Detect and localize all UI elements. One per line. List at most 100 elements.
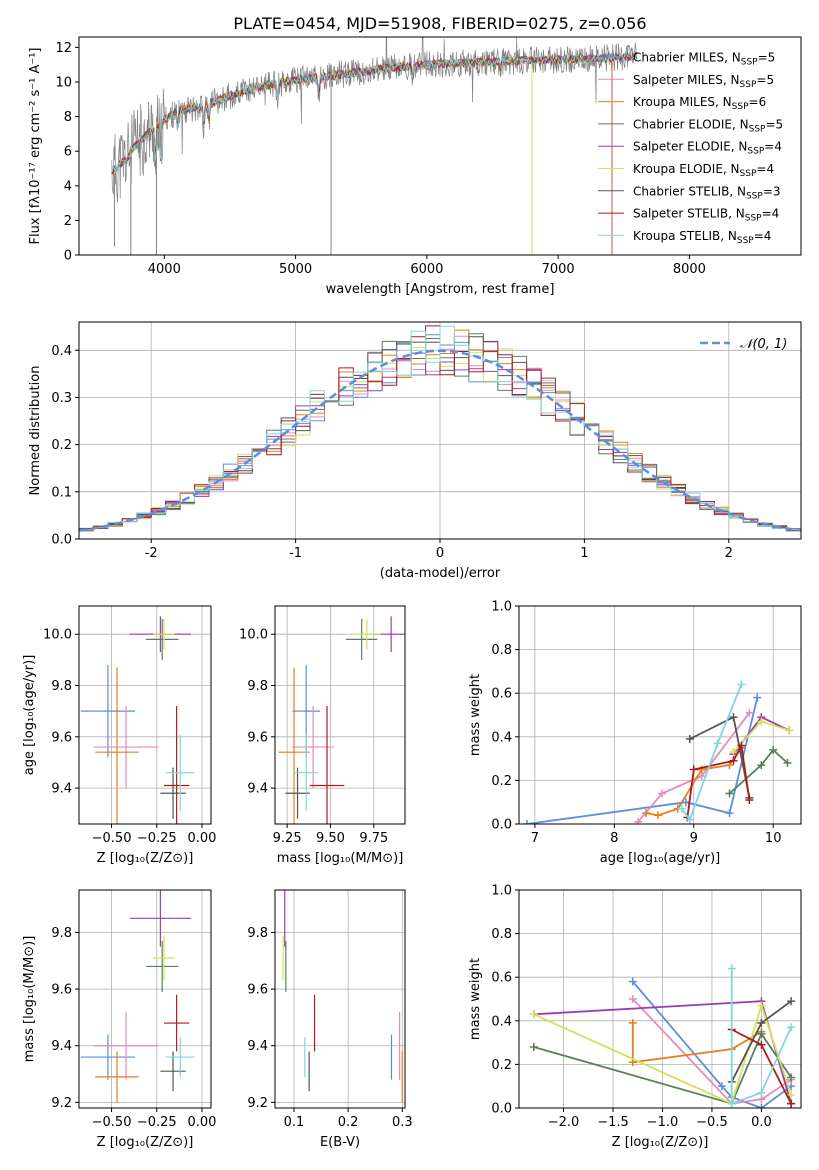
point-salpeter-stelib [163, 994, 190, 1052]
plot-area [519, 890, 801, 1108]
plot-body [79, 325, 801, 532]
marker-chabrier-miles [717, 1082, 726, 1091]
x-tick-label: 0.3 [392, 1115, 413, 1130]
point-chabrier-elodie [145, 618, 179, 660]
x-tick-label: 0.2 [338, 1115, 359, 1130]
y-tick-label: 0.2 [491, 1058, 512, 1073]
legend-count: =4 [754, 229, 772, 243]
y-tick-label: 0.2 [491, 774, 512, 789]
y-tick-label: 9.8 [51, 926, 72, 941]
legend-entry-chabrier-stelib: Chabrier STELIB, NSSP=3 [633, 184, 781, 201]
y-tick-label: 10.0 [43, 628, 72, 643]
y-tick-label: 10 [55, 75, 72, 90]
marker-salpeter-stelib [757, 1040, 766, 1049]
model-chabrier-stelib-line [111, 51, 638, 173]
y-tick-label: 0.6 [491, 687, 512, 702]
plot-area [79, 890, 211, 1108]
y-tick-label: 9.4 [247, 782, 268, 797]
point-kroupa-elodie [153, 618, 175, 650]
legend-subscript: SSP [746, 191, 763, 201]
point-kroupa-stelib [294, 734, 319, 812]
x-tick-label: 5000 [279, 262, 312, 277]
x-tick-label: 0 [436, 546, 444, 561]
series-kroupa-miles [631, 1023, 762, 1064]
marker-kroupa-stelib [757, 1088, 766, 1097]
x-tick-label: 7000 [542, 262, 575, 277]
marker-kroupa-stelib [727, 1099, 736, 1108]
legend-entry-salpeter-miles: Salpeter MILES, NSSP=5 [633, 73, 774, 90]
x-axis-label: age [log₁₀(age/yr)] [600, 851, 721, 866]
panel-weight-vs-Z: −2.0 −1.5 −1.0 −0.5 0.0 0.0 0.2 0.4 0.6 0.8 1.0 Z [… [468, 884, 802, 1150]
y-tick-label: 1.0 [491, 884, 512, 899]
plot-body [80, 616, 195, 824]
x-tick-label: −0.25 [137, 1115, 177, 1130]
y-tick-label: 0.8 [491, 643, 512, 658]
marker-kroupa-elodie [757, 717, 766, 726]
y-tick-label: 0.4 [51, 344, 72, 359]
x-tick-label: -2 [145, 546, 158, 561]
axes-frame [518, 889, 802, 1109]
marker-kroupa-elodie [729, 748, 738, 757]
y-axis-label: mass [log₁₀(M/M⊙)] [22, 936, 37, 1063]
point-chabrier-stelib [160, 1051, 186, 1092]
y-tick-label: 9.6 [247, 983, 268, 998]
panel-mass-vs-ebv: 0.1 0.2 0.3 9.2 9.4 9.6 9.8 E(B-V) [247, 889, 413, 1150]
point-kroupa-stelib [165, 1037, 195, 1077]
legend-count: =5 [756, 73, 774, 87]
marker-chabrier-elodie [783, 758, 792, 767]
point-kroupa-miles [95, 667, 139, 824]
y-tick-label: 9.2 [247, 1096, 268, 1111]
series-salpeter-miles [632, 998, 792, 1105]
marker-kroupa-miles [642, 809, 651, 818]
x-tick-label: 7 [531, 831, 539, 846]
model-kroupa-stelib-line [111, 51, 638, 172]
marker-salpeter-miles [634, 817, 643, 824]
marker-chabrier-stelib [685, 734, 694, 743]
x-tick-label: −0.5 [696, 1115, 728, 1130]
point-salpeter-elodie [129, 890, 192, 947]
marker-salpeter-stelib [729, 756, 738, 765]
x-axis-label: (data-model)/error [380, 566, 501, 581]
y-tick-label: 4 [64, 179, 72, 194]
x-tick-label: 10 [765, 831, 782, 846]
x-tick-label: −0.50 [92, 831, 132, 846]
series-kroupa-stelib [730, 968, 792, 1105]
x-tick-label: 1 [580, 546, 588, 561]
y-tick-label: 12 [55, 41, 72, 56]
marker-salpeter-stelib [787, 1099, 796, 1108]
marker-salpeter-stelib [737, 741, 746, 750]
marker-chabrier-miles [522, 820, 531, 824]
y-tick-label: 0.4 [491, 730, 512, 745]
x-axis-label: E(B-V) [320, 1135, 360, 1150]
y-tick-label: 9.8 [247, 679, 268, 694]
y-tick-label: 9.6 [51, 983, 72, 998]
marker-kroupa-stelib [737, 680, 746, 689]
y-tick-label: 8 [64, 110, 72, 125]
panel-residuals: -2 -1 0 1 2 0.0 0.1 0.2 0.3 0.4 (data-model)/error… [28, 321, 802, 581]
point-salpeter-stelib [309, 706, 345, 824]
legend-entry-salpeter-stelib: Salpeter STELIB, NSSP=4 [633, 207, 779, 224]
x-tick-label: −0.50 [92, 1115, 132, 1130]
marker-kroupa-stelib [677, 804, 686, 813]
y-axis-label: mass weight [468, 674, 483, 756]
y-tick-label: 0.0 [51, 533, 72, 548]
axes-frame [78, 321, 802, 540]
marker-salpeter-miles [745, 708, 754, 717]
y-tick-label: 9.4 [51, 1039, 72, 1054]
marker-chabrier-miles [725, 809, 734, 818]
legend-entry-chabrier-elodie: Chabrier ELODIE, NSSP=5 [633, 117, 783, 134]
legend-count: =4 [764, 140, 782, 154]
marker-chabrier-stelib [757, 1018, 766, 1027]
marker-chabrier-elodie [529, 1042, 538, 1051]
y-axis-label: Flux [fλ10⁻¹⁷ erg cm⁻² s⁻¹ A⁻¹] [28, 48, 43, 245]
x-tick-label: 0.0 [751, 1115, 772, 1130]
legend-subscript: SSP [740, 169, 757, 179]
panel-spectrum: 4000 5000 6000 7000 8000 0 2 4 6 8 10 12 wavelength … [28, 36, 802, 297]
x-axis-label: wavelength [Angstrom, rest frame] [326, 282, 555, 297]
axes-frame [274, 605, 406, 825]
x-tick-label: 6000 [410, 262, 443, 277]
x-tick-label: 4000 [148, 262, 181, 277]
legend-count: =3 [763, 184, 781, 198]
marker-kroupa-stelib [727, 964, 736, 973]
y-tick-label: 9.8 [247, 926, 268, 941]
